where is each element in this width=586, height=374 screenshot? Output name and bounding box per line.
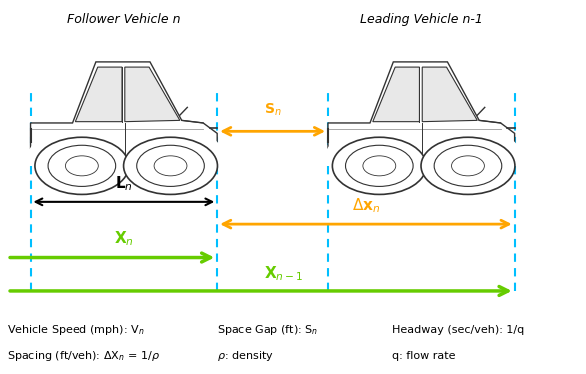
Text: q: flow rate: q: flow rate [392,351,456,361]
Polygon shape [30,62,217,166]
Ellipse shape [332,137,426,194]
Text: X$_n$: X$_n$ [114,230,134,248]
Text: X$_{n-1}$: X$_{n-1}$ [264,264,304,283]
Ellipse shape [124,137,217,194]
Text: $\rho$: density: $\rho$: density [217,349,274,363]
FancyBboxPatch shape [328,153,356,161]
Ellipse shape [137,145,205,186]
Ellipse shape [154,156,187,176]
Polygon shape [373,67,420,122]
Text: L$_n$: L$_n$ [115,174,133,193]
Ellipse shape [48,145,115,186]
Text: Space Gap (ft): S$_n$: Space Gap (ft): S$_n$ [217,323,318,337]
Ellipse shape [35,137,129,194]
Text: S$_n$: S$_n$ [264,102,281,118]
Polygon shape [76,67,122,122]
Ellipse shape [66,156,98,176]
Text: $\Delta$x$_n$: $\Delta$x$_n$ [352,196,380,215]
Ellipse shape [421,137,515,194]
Text: Spacing (ft/veh): $\Delta$X$_n$ = 1/$\rho$: Spacing (ft/veh): $\Delta$X$_n$ = 1/$\rh… [7,349,160,363]
Ellipse shape [346,145,413,186]
Ellipse shape [434,145,502,186]
FancyBboxPatch shape [30,153,59,161]
Text: Vehicle Speed (mph): V$_n$: Vehicle Speed (mph): V$_n$ [7,323,145,337]
Polygon shape [125,67,180,122]
Text: Headway (sec/veh): 1/q: Headway (sec/veh): 1/q [392,325,524,335]
Polygon shape [328,62,515,166]
Polygon shape [423,67,478,122]
Text: Leading Vehicle n-1: Leading Vehicle n-1 [360,12,483,25]
Ellipse shape [452,156,485,176]
Text: Follower Vehicle n: Follower Vehicle n [67,12,180,25]
Ellipse shape [363,156,396,176]
